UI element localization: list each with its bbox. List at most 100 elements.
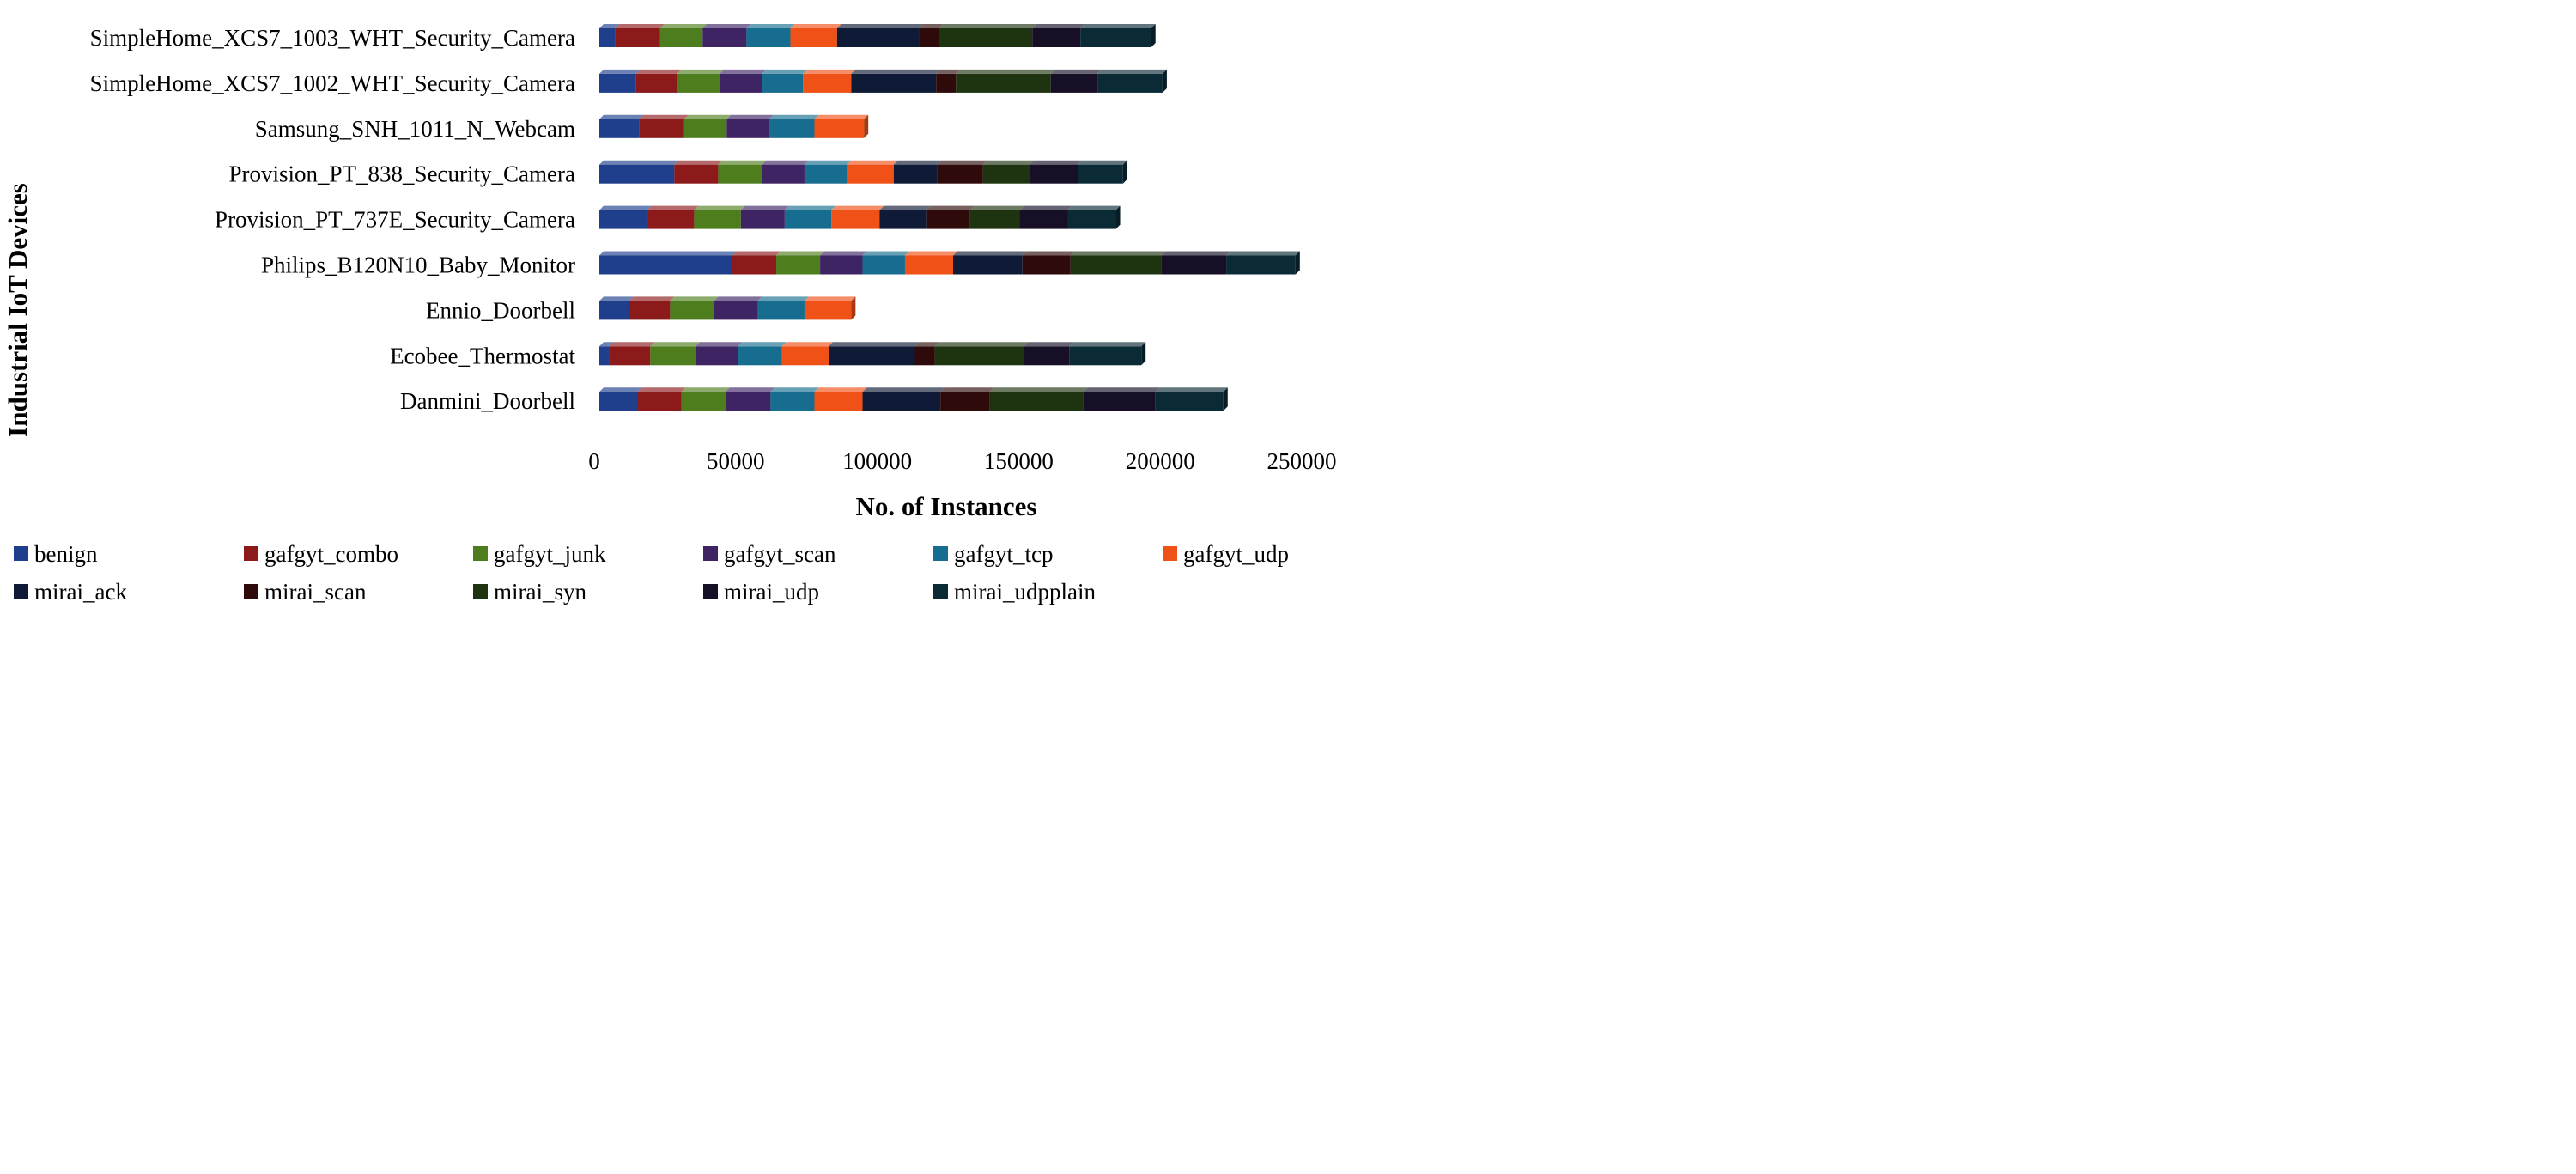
bar-segment-provision-pt-737e-security-camera-mirai-udp xyxy=(1019,205,1072,229)
bar-segment-danmini-doorbell-mirai-scan xyxy=(940,387,994,411)
legend-item-mirai-udpplain: mirai_udpplain xyxy=(933,579,1096,605)
bar-segment-ecobee-thermostat-mirai-ack xyxy=(828,342,920,366)
legend-swatch xyxy=(244,546,258,561)
bar-segment-samsung-snh-1011-n-webcam-gafgyt-udp xyxy=(814,114,869,138)
bar-segment-ecobee-thermostat-mirai-syn xyxy=(934,342,1029,366)
bar-segment-philips-b120n10-baby-monitor-benign xyxy=(599,251,737,275)
legend: benign gafgyt_combo gafgyt_junk gafgyt_scan… xyxy=(14,541,1289,605)
legend-label: mirai_udp xyxy=(724,579,819,605)
bar-segment-danmini-doorbell-mirai-ack xyxy=(862,387,945,411)
x-axis-tick-labels: 0 50000 100000 150000 200000 250000 xyxy=(588,448,1336,474)
bar-segment-philips-b120n10-baby-monitor-mirai-syn xyxy=(1070,251,1166,275)
bar-segment-simplehome-xcs7-1002-wht-security-camera-mirai-scan xyxy=(936,69,961,93)
bars-layer xyxy=(599,24,1300,411)
bar-segment-simplehome-xcs7-1002-wht-security-camera-mirai-ack xyxy=(851,69,941,93)
category-labels: SimpleHome_XCS7_1003_WHT_Security_Camera… xyxy=(90,25,576,414)
legend-label: gafgyt_combo xyxy=(264,541,398,567)
bar-segment-ecobee-thermostat-gafgyt-junk xyxy=(650,342,701,366)
category-label-simplehome-xcs7-1002-wht-security-camera: SimpleHome_XCS7_1002_WHT_Security_Camera xyxy=(90,70,575,96)
bar-segment-ennio-doorbell-gafgyt-tcp xyxy=(757,296,809,320)
bar-segment-simplehome-xcs7-1003-wht-security-camera-mirai-ack xyxy=(836,24,924,47)
bar-segment-simplehome-xcs7-1002-wht-security-camera-gafgyt-combo xyxy=(635,69,682,93)
stacked-bar-chart: SimpleHome_XCS7_1003_WHT_Security_Camera… xyxy=(3,24,1337,605)
bar-segment-danmini-doorbell-mirai-udpplain xyxy=(1155,387,1228,411)
bar-segment-provision-pt-838-security-camera-benign xyxy=(599,160,679,184)
bar-end-face-simplehome-xcs7-1003-wht-security-camera xyxy=(1151,24,1156,47)
bar-segment-ecobee-thermostat-gafgyt-tcp xyxy=(738,342,787,366)
category-label-provision-pt-737e-security-camera: Provision_PT_737E_Security_Camera xyxy=(215,207,575,233)
bar-segment-provision-pt-838-security-camera-gafgyt-udp xyxy=(847,160,898,184)
bar-segment-simplehome-xcs7-1003-wht-security-camera-gafgyt-udp xyxy=(790,24,841,47)
bar-end-face-provision-pt-838-security-camera xyxy=(1122,160,1127,184)
bar-end-face-simplehome-xcs7-1002-wht-security-camera xyxy=(1162,69,1167,93)
bar-segment-provision-pt-737e-security-camera-benign xyxy=(599,205,653,229)
bar-end-face-ecobee-thermostat xyxy=(1141,342,1146,366)
legend-label: gafgyt_scan xyxy=(724,541,836,567)
bar-segment-danmini-doorbell-gafgyt-udp xyxy=(814,387,867,411)
bar-segment-provision-pt-838-security-camera-gafgyt-combo xyxy=(674,160,723,184)
bar-segment-samsung-snh-1011-n-webcam-gafgyt-tcp xyxy=(769,114,819,138)
bar-segment-provision-pt-737e-security-camera-mirai-ack xyxy=(879,205,931,229)
bar-segment-danmini-doorbell-gafgyt-junk xyxy=(681,387,730,411)
bar-segment-philips-b120n10-baby-monitor-mirai-ack xyxy=(953,251,1027,275)
legend-swatch xyxy=(244,584,258,599)
x-tick-label-50000: 50000 xyxy=(707,448,765,474)
bar-segment-philips-b120n10-baby-monitor-gafgyt-udp xyxy=(904,251,957,275)
x-axis-title: No. of Instances xyxy=(856,491,1037,521)
x-tick-label-100000: 100000 xyxy=(842,448,912,474)
legend-swatch xyxy=(473,584,488,599)
bar-segment-simplehome-xcs7-1002-wht-security-camera-gafgyt-junk xyxy=(677,69,725,93)
bar-segment-samsung-snh-1011-n-webcam-gafgyt-junk xyxy=(683,114,732,138)
bar-segment-provision-pt-838-security-camera-mirai-syn xyxy=(982,160,1034,184)
legend-label: gafgyt_junk xyxy=(494,541,606,567)
bar-segment-samsung-snh-1011-n-webcam-gafgyt-combo xyxy=(639,114,689,138)
category-label-ennio-doorbell: Ennio_Doorbell xyxy=(426,297,575,323)
bar-segment-provision-pt-838-security-camera-gafgyt-scan xyxy=(762,160,809,184)
legend-item-mirai-scan: mirai_scan xyxy=(244,579,367,605)
bar-segment-simplehome-xcs7-1003-wht-security-camera-gafgyt-combo xyxy=(615,24,665,47)
category-label-philips-b120n10-baby-monitor: Philips_B120N10_Baby_Monitor xyxy=(261,252,575,278)
bar-segment-ecobee-thermostat-gafgyt-scan xyxy=(696,342,743,366)
bar-segment-samsung-snh-1011-n-webcam-gafgyt-scan xyxy=(726,114,774,138)
bar-segment-ecobee-thermostat-mirai-udpplain xyxy=(1069,342,1146,366)
legend-swatch xyxy=(933,546,948,561)
bar-end-face-provision-pt-737e-security-camera xyxy=(1115,205,1121,229)
bar-segment-simplehome-xcs7-1002-wht-security-camera-gafgyt-tcp xyxy=(762,69,808,93)
x-tick-label-200000: 200000 xyxy=(1126,448,1195,474)
bar-segment-philips-b120n10-baby-monitor-gafgyt-combo xyxy=(732,251,781,275)
category-label-danmini-doorbell: Danmini_Doorbell xyxy=(400,388,575,414)
bar-segment-ennio-doorbell-gafgyt-udp xyxy=(804,296,856,320)
bar-segment-provision-pt-838-security-camera-mirai-udpplain xyxy=(1078,160,1127,184)
bar-segment-provision-pt-838-security-camera-mirai-ack xyxy=(893,160,942,184)
legend-item-gafgyt-scan: gafgyt_scan xyxy=(703,541,836,567)
bar-segment-danmini-doorbell-benign xyxy=(599,387,642,411)
bar-end-face-samsung-snh-1011-n-webcam xyxy=(864,114,869,138)
legend-swatch xyxy=(703,584,718,599)
x-tick-label-150000: 150000 xyxy=(984,448,1054,474)
bar-segment-ecobee-thermostat-gafgyt-udp xyxy=(781,342,833,366)
bar-segment-simplehome-xcs7-1003-wht-security-camera-gafgyt-tcp xyxy=(746,24,795,47)
bar-segment-danmini-doorbell-gafgyt-tcp xyxy=(770,387,819,411)
legend-swatch xyxy=(1163,546,1177,561)
legend-label: benign xyxy=(34,541,98,567)
bar-segment-provision-pt-737e-security-camera-mirai-syn xyxy=(969,205,1024,229)
bar-segment-ennio-doorbell-gafgyt-combo xyxy=(629,296,675,320)
bar-segment-simplehome-xcs7-1002-wht-security-camera-mirai-udpplain xyxy=(1097,69,1167,93)
legend-swatch xyxy=(703,546,718,561)
legend-swatch xyxy=(933,584,948,599)
legend-item-gafgyt-combo: gafgyt_combo xyxy=(244,541,398,567)
x-tick-label-0: 0 xyxy=(588,448,600,474)
bar-end-face-danmini-doorbell xyxy=(1223,387,1228,411)
bar-segment-simplehome-xcs7-1003-wht-security-camera-mirai-udpplain xyxy=(1080,24,1156,47)
y-axis-title: Industrial IoT Devices xyxy=(3,183,33,437)
bar-end-face-philips-b120n10-baby-monitor xyxy=(1295,251,1300,275)
category-label-samsung-snh-1011-n-webcam: Samsung_SNH_1011_N_Webcam xyxy=(255,116,575,142)
bar-segment-philips-b120n10-baby-monitor-mirai-udp xyxy=(1161,251,1231,275)
bar-segment-danmini-doorbell-mirai-syn xyxy=(989,387,1088,411)
category-label-simplehome-xcs7-1003-wht-security-camera: SimpleHome_XCS7_1003_WHT_Security_Camera xyxy=(90,25,575,51)
bar-segment-ecobee-thermostat-benign xyxy=(599,342,614,366)
legend-item-gafgyt-tcp: gafgyt_tcp xyxy=(933,541,1053,567)
bar-segment-provision-pt-737e-security-camera-mirai-scan xyxy=(926,205,975,229)
legend-item-mirai-ack: mirai_ack xyxy=(14,579,127,605)
bar-segment-philips-b120n10-baby-monitor-gafgyt-junk xyxy=(776,251,825,275)
